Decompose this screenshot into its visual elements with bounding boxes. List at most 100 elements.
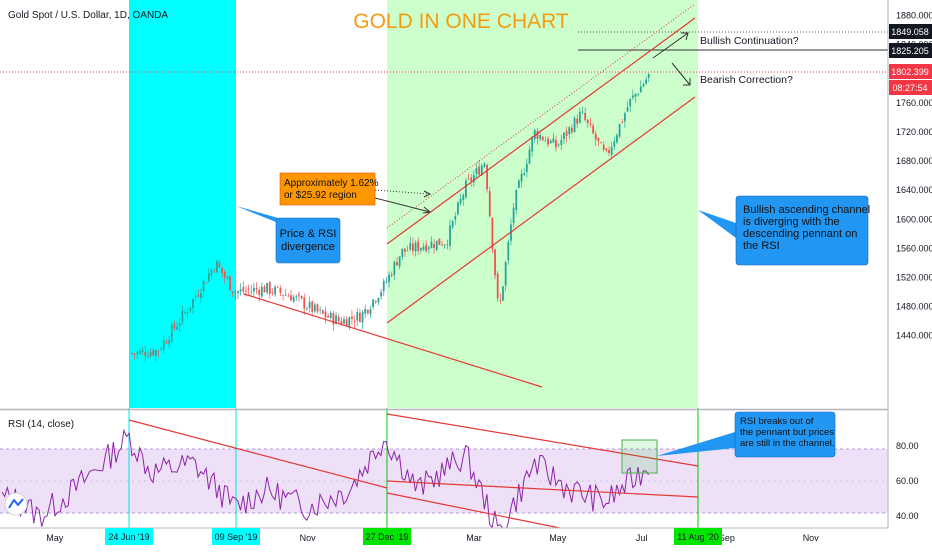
candle-body [462,195,465,200]
candle-body [271,292,274,294]
candle-body [417,241,420,252]
candle-body [268,282,271,294]
svg-text:24 Jun '19: 24 Jun '19 [108,532,149,542]
approx-arrow-dotted [374,189,431,195]
callout-channel[interactable]: Bullish ascending channel is diverging wi… [698,195,870,266]
tradingview-logo[interactable] [4,492,28,516]
candle-body [356,311,359,321]
bullish-continuation-label: Bullish Continuation? [700,35,799,47]
candle-body [425,244,428,252]
candle-body [306,308,308,310]
candle-body [353,321,356,322]
rsi-tick-label: 40.00 [896,511,919,521]
candle-body [210,269,213,276]
price-tick-label: 1680.000 [896,156,932,166]
candle-body [480,165,483,176]
candle-body [234,292,237,294]
bearish-correction-label: Bearish Correction? [700,74,793,86]
candle-body [454,216,457,220]
candle-body [645,79,647,84]
candle-body [613,141,616,147]
price-tick-label: 1640.000 [896,185,932,195]
candle-body [290,295,292,301]
candle-body [170,325,173,342]
candle-body [284,294,287,296]
candle-body [327,315,329,318]
candle-body [340,320,343,325]
candle-body [165,341,168,344]
candle-body [253,287,255,292]
candle-body [133,353,136,355]
candle-body [192,298,194,308]
candle-body [557,144,560,146]
candle-body [345,319,348,327]
rsi-pennant-upper[interactable] [386,413,699,467]
candle-body [396,262,398,266]
candle-body [457,202,459,215]
candle-body [568,127,571,135]
date-label-aug: 11 Aug '20 [674,528,722,545]
candle-body [594,133,597,140]
candle-body [565,130,568,137]
candle-body [475,167,478,174]
candle-body [494,249,496,276]
candle-body [237,291,239,294]
candle-body [406,250,409,252]
symbol-label[interactable]: Gold Spot / U.S. Dollar, 1D, OANDA [8,10,168,21]
price-tick-label: 1880.000 [896,11,932,21]
candle-body [149,352,152,357]
channel-upper-line[interactable] [386,17,696,245]
candle-body [639,86,642,93]
candle-body [139,350,141,354]
candle-body [136,351,139,355]
candle-body [499,299,502,301]
candle-body [441,244,443,246]
rsi-pennant-lower[interactable] [386,480,699,498]
candle-body [247,288,250,290]
rsi-support-line[interactable] [386,492,561,529]
channel-outer-line[interactable] [386,3,696,229]
candle-body [404,248,406,252]
approx-arrow-solid-head [422,206,432,214]
candle-body [372,299,375,308]
candle-body [221,267,223,274]
candle-body [162,340,165,350]
candle-body [512,207,515,223]
descending-resistance-line[interactable] [243,293,543,388]
callout-divergence[interactable]: Price & RSI divergence [236,206,341,264]
candle-body [197,295,200,297]
candle-body [279,287,282,293]
candle-body [563,132,565,140]
candle-body [578,111,581,123]
callout-rsi[interactable]: RSI breaks out of the pennant but prices a… [657,411,836,458]
rsi-breakout-box[interactable] [621,439,658,474]
candle-body [433,244,435,248]
svg-text:09 Sep '19: 09 Sep '19 [215,532,258,542]
candle-body [176,326,178,330]
rsi-divergence-line[interactable] [128,419,388,489]
candle-body [385,281,388,283]
candle-body [600,142,602,144]
channel-lower-line[interactable] [386,96,696,324]
candle-body [637,94,640,95]
candle-body [631,95,634,98]
label-target-high: 1849.058 [889,24,932,39]
price-tick-label: 1600.000 [896,214,932,224]
candle-body [555,139,557,148]
candle-body [610,146,613,155]
candle-body [533,129,536,140]
candle-body [215,260,218,273]
rsi-ticks: 80.00 60.00 40.00 [896,441,919,521]
price-tick-label: 1760.000 [896,98,932,108]
chart-title: GOLD IN ONE CHART [353,10,569,33]
candle-body [300,295,303,299]
month-tick-label: May [46,533,64,543]
callout-approx[interactable]: Approximately 1.62% or $25.92 region [279,172,379,206]
month-tick-label: Nov [803,533,820,543]
rsi-title[interactable]: RSI (14, close) [8,419,74,430]
candle-body [504,262,507,286]
candle-body [634,93,637,97]
candle-body [324,311,327,318]
